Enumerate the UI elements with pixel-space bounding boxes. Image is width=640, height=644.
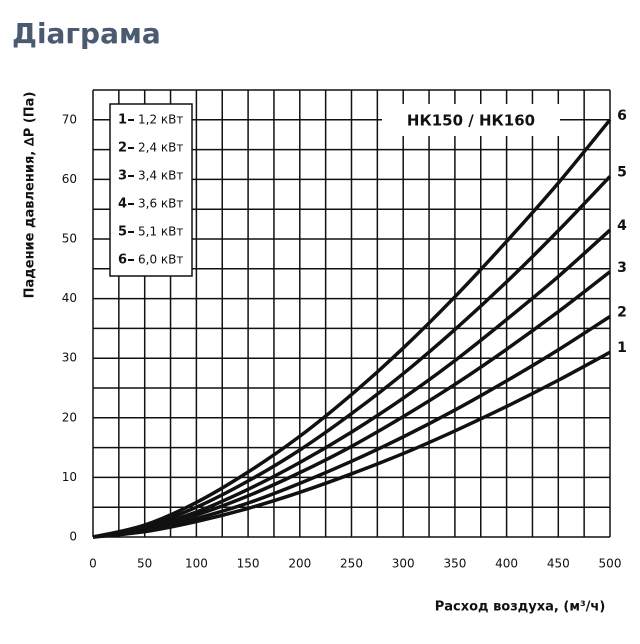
y-tick-label: 50 [62,232,77,246]
x-tick-label: 100 [185,557,208,571]
y-tick-label: 20 [62,410,77,424]
legend-label: 2,4 кВт [138,141,183,155]
legend-number: 1 [118,113,127,128]
series-end-label: 5 [617,164,627,180]
x-tick-label: 50 [137,557,152,571]
x-tick-label: 350 [443,557,466,571]
y-tick-label: 40 [62,291,77,305]
x-tick-label: 150 [237,557,260,571]
legend-number: 5 [118,225,127,240]
x-tick-label: 450 [547,557,570,571]
legend-box [109,103,193,277]
y-tick-label: 10 [62,470,77,484]
legend-label: 5,1 кВт [138,225,183,239]
series-end-label: 3 [617,260,627,276]
x-tick-label: 250 [340,557,363,571]
y-tick-label: 0 [69,530,77,544]
legend-number: 6 [118,253,127,268]
x-tick-label: 400 [495,557,518,571]
series-end-label: 4 [617,218,627,234]
chart-title: Діаграма [12,17,161,50]
y-tick-label: 30 [62,351,77,365]
x-axis-label: Расход воздуха, (м³/ч) [435,600,606,615]
series-line [92,118,612,539]
series-line [92,315,611,539]
legend-label: 3,6 кВт [138,197,183,211]
legend-number: 2 [118,141,127,156]
legend-label: 3,4 кВт [138,169,183,183]
x-tick-label: 500 [599,557,622,571]
series-line [92,350,611,539]
y-axis-label: Падение давления, ∆P (Па) [23,92,38,299]
legend-number: 3 [118,169,127,184]
y-tick-label: 60 [62,172,77,186]
legend-number: 4 [118,197,127,212]
legend-label: 1,2 кВт [138,113,183,127]
x-tick-label: 300 [392,557,415,571]
series-end-label: 6 [617,108,627,124]
series-line [92,270,612,539]
series-end-label: 1 [617,340,627,356]
annotation-box [382,104,560,136]
x-tick-label: 200 [288,557,311,571]
series-line [92,175,612,539]
series-end-label: 2 [617,304,627,320]
x-tick-label: 0 [89,557,97,571]
y-tick-label: 70 [62,112,77,126]
series-line [92,228,612,539]
legend-label: 6,0 кВт [138,253,183,267]
annotation: НК150 / НК160 [407,112,535,130]
